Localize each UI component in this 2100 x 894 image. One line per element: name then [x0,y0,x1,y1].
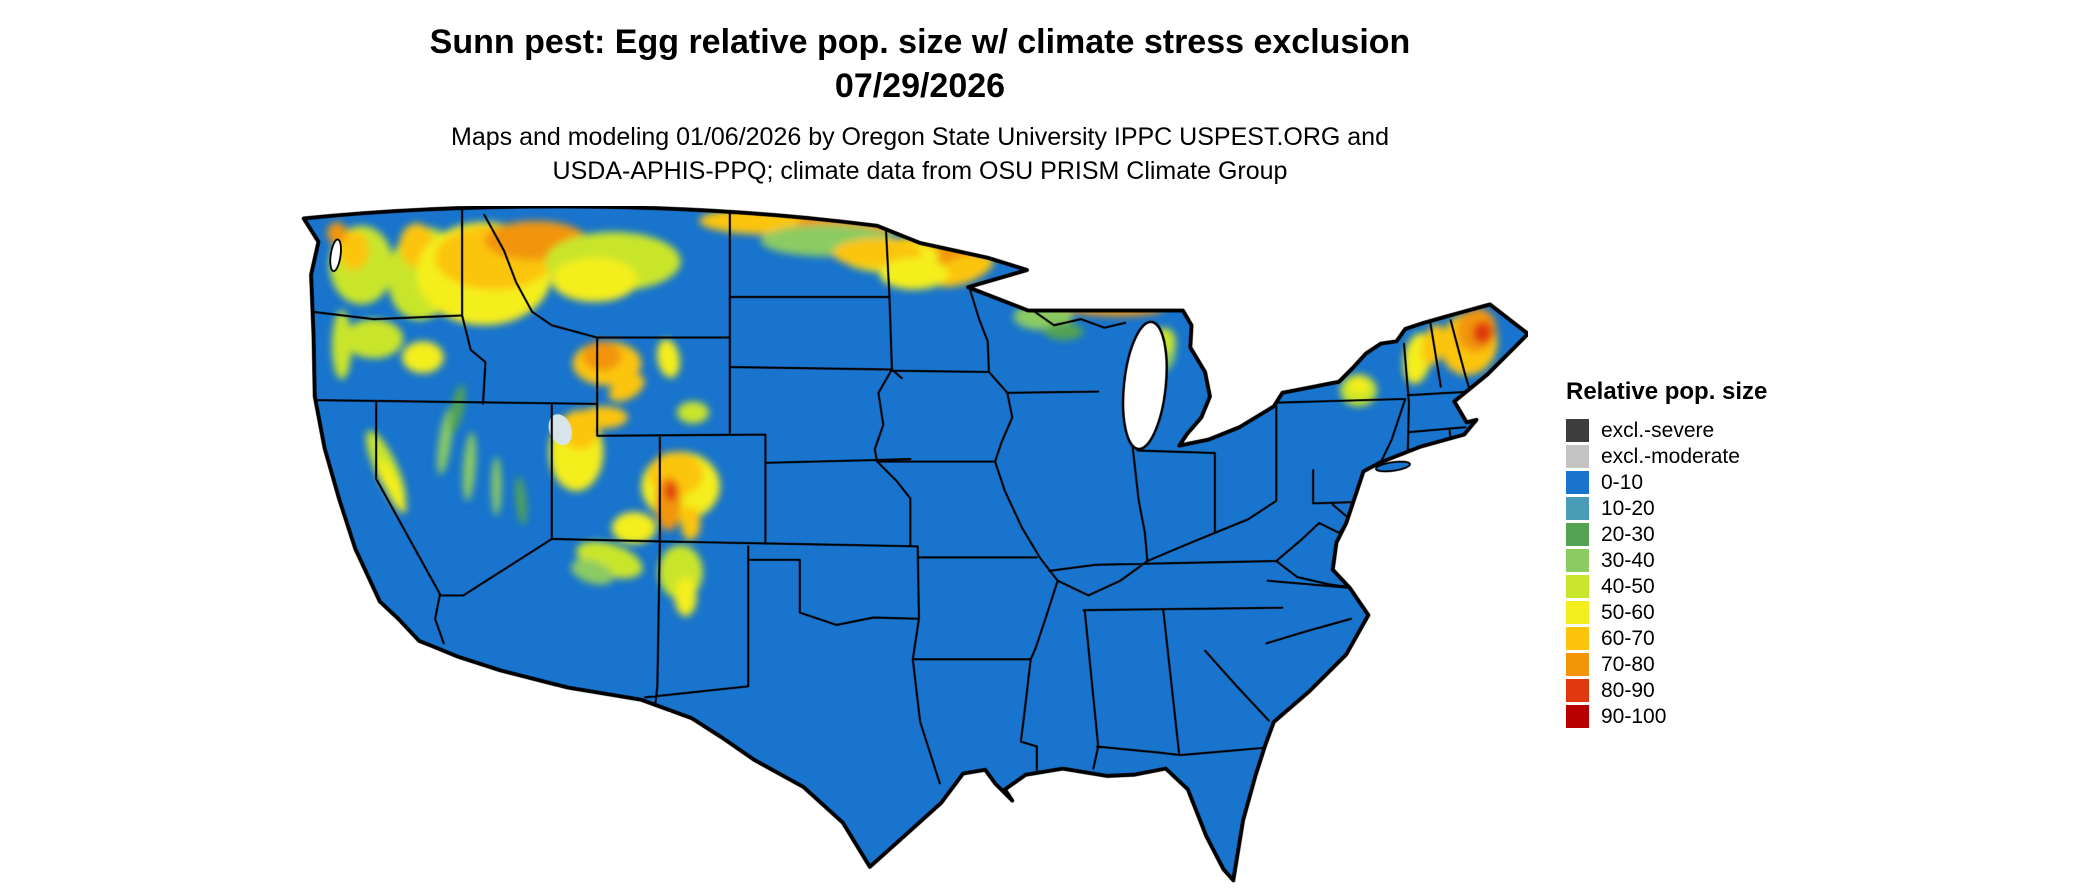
legend-item-label: 70-80 [1601,653,1655,676]
us-map [300,206,1528,894]
legend-item: 60-70 [1566,627,1767,650]
hotspot-blob [344,319,404,359]
hotspot-blob [676,401,709,424]
legend-item-label: 0-10 [1601,471,1644,494]
subtitle-line-2: USDA-APHIS-PPQ; climate data from OSU PR… [552,157,1288,185]
map-subtitle: Maps and modeling 01/06/2026 by Oregon S… [0,120,1840,188]
hotspot-blob [437,409,453,475]
hotspot-blob [1044,322,1084,341]
hotspot-blob [664,481,677,501]
hotspot-blob [582,341,622,371]
legend-item: 30-40 [1566,549,1767,572]
us-map-svg [301,206,1528,883]
legend-items: excl.-severe excl.-moderate 0-10 10-20 20-30… [1566,419,1767,728]
long-island [1374,460,1411,473]
legend: Relative pop. size excl.-severe excl.-mod… [1566,378,1767,731]
hotspot-blob [879,257,949,290]
map-title: Sunn pest: Egg relative pop. size w/ cli… [0,20,1840,108]
hotspot-blob [1472,321,1493,344]
hotspot-blob [339,230,369,271]
legend-item: 40-50 [1566,575,1767,598]
legend-item-label: 10-20 [1601,497,1655,520]
legend-item: 0-10 [1566,471,1767,494]
legend-swatch [1566,679,1589,702]
legend-swatch [1566,601,1589,624]
legend-item-label: 60-70 [1601,627,1655,650]
great-salt-lake [548,414,573,446]
hotspot-blob [932,253,994,287]
legend-item-label: 90-100 [1601,705,1667,728]
legend-item-label: 80-90 [1601,679,1655,702]
legend-item: 70-80 [1566,653,1767,676]
hotspot-blob [327,222,347,245]
hotspot-blob [570,559,614,585]
legend-item: excl.-severe [1566,419,1767,442]
legend-item-label: excl.-severe [1601,419,1715,442]
legend-swatch [1566,627,1589,650]
legend-item: 90-100 [1566,705,1767,728]
legend-item-label: 50-60 [1601,601,1655,624]
legend-item-label: 20-30 [1601,523,1655,546]
legend-item: 20-30 [1566,523,1767,546]
legend-swatch [1566,497,1589,520]
lake-michigan [1121,320,1168,451]
legend-swatch [1566,523,1589,546]
title-line-1: Sunn pest: Egg relative pop. size w/ cli… [429,23,1411,61]
hotspot-blob [608,374,645,402]
legend-swatch [1566,471,1589,494]
legend-item-label: excl.-moderate [1601,445,1740,468]
hotspot-blob [551,257,638,302]
legend-item-label: 30-40 [1601,549,1655,572]
hotspot-blob [515,476,527,526]
legend-item: 50-60 [1566,601,1767,624]
legend-swatch [1566,705,1589,728]
legend-swatch [1566,653,1589,676]
legend-item: excl.-moderate [1566,445,1767,468]
hotspot-blob [611,511,657,544]
hotspot-blob [449,384,466,433]
legend-item-label: 40-50 [1601,575,1655,598]
hotspot-blob [401,341,444,374]
legend-item: 80-90 [1566,679,1767,702]
hotspot-blob [462,432,477,501]
hotspot-blob [377,459,407,514]
hotspot-blob [331,310,352,380]
hotspot-blob [674,577,697,617]
legend-title: Relative pop. size [1566,378,1768,405]
puget-sound [329,238,342,273]
subtitle-line-1: Maps and modeling 01/06/2026 by Oregon S… [451,123,1389,151]
legend-swatch [1566,445,1589,468]
legend-swatch [1566,575,1589,598]
hotspot-blob [491,456,502,516]
legend-swatch [1566,419,1589,442]
hotspot-blob [1348,376,1369,395]
legend-swatch [1566,549,1589,572]
hotspot-blob [680,505,701,541]
hotspot-blob [1029,286,1138,308]
hotspot-blob [656,338,680,378]
legend-item: 10-20 [1566,497,1767,520]
title-date: 07/29/2026 [834,67,1006,105]
hotspot-blob [578,406,628,429]
